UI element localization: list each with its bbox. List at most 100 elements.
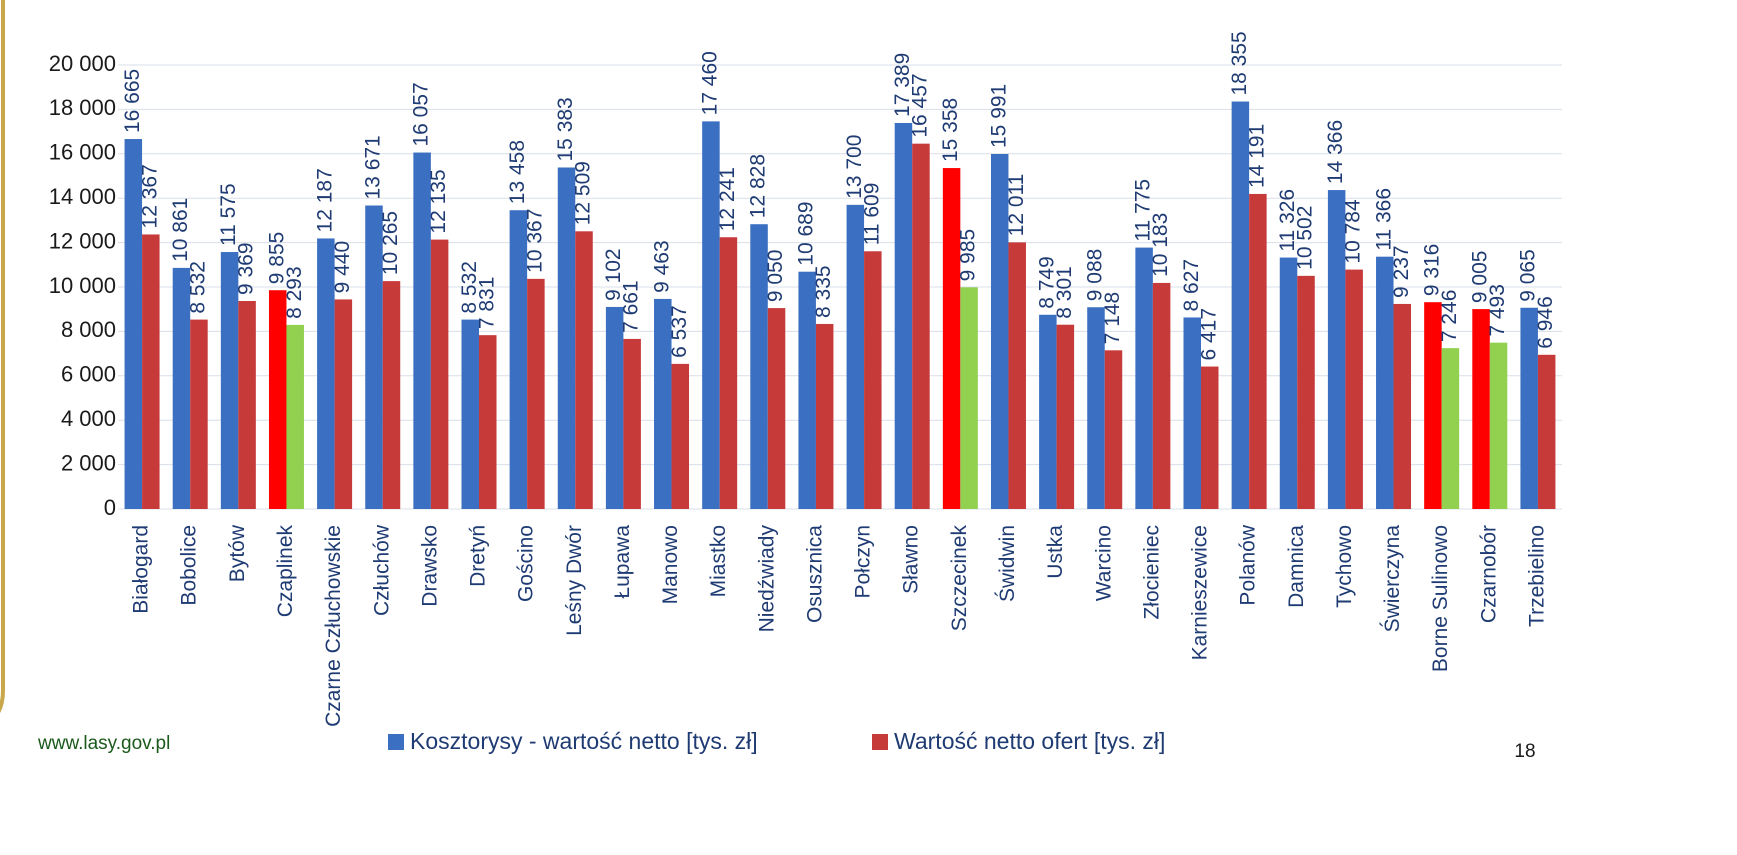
value-label: 7 831 (475, 277, 498, 330)
bar (365, 205, 383, 510)
bar (1327, 190, 1346, 509)
value-label: 18 355 (1228, 31, 1251, 95)
value-label: 12 367 (138, 164, 161, 228)
bar (1087, 307, 1105, 509)
value-label: 9 463 (650, 240, 673, 293)
value-label: 9 316 (1420, 244, 1443, 297)
bar (894, 122, 913, 509)
value-label: 7 246 (1438, 290, 1461, 343)
value-label: 8 627 (1180, 259, 1203, 312)
bar (334, 299, 353, 509)
value-label: 8 749 (1035, 256, 1058, 309)
bar (557, 167, 576, 509)
value-label: 9 005 (1469, 251, 1492, 304)
x-tick-label: Karnieszewice (1189, 525, 1212, 660)
x-tick-label: Drawsko (418, 525, 441, 607)
bar (124, 139, 143, 510)
value-label: 9 369 (235, 242, 258, 295)
bar (1039, 314, 1057, 509)
value-label: 12 241 (716, 167, 739, 231)
bar (430, 239, 449, 509)
value-label: 17 460 (698, 51, 721, 115)
value-label: 11 575 (217, 183, 240, 246)
bar (798, 271, 816, 509)
value-label: 7 661 (620, 280, 643, 333)
value-label: 16 457 (908, 73, 931, 137)
x-tick-label: Miastko (707, 525, 730, 597)
y-tick-label: 2 000 (61, 450, 116, 475)
value-label: 6 417 (1197, 308, 1220, 361)
value-label: 8 301 (1053, 266, 1076, 319)
y-tick-label: 18 000 (49, 95, 116, 120)
value-label: 9 088 (1084, 249, 1107, 302)
value-label: 15 383 (554, 97, 577, 161)
bar (1376, 256, 1394, 509)
value-label: 12 187 (313, 168, 336, 232)
bar (1135, 247, 1153, 509)
x-tick-label: Polanów (1237, 524, 1260, 605)
bar (654, 298, 672, 509)
x-tick-label: Czarnobór (1477, 525, 1500, 623)
x-tick-label: Ustka (1044, 525, 1067, 579)
bar (623, 338, 641, 509)
bar (750, 224, 768, 510)
legend-label: Wartość netto ofert [tys. zł] (894, 728, 1165, 754)
value-label: 10 502 (1294, 206, 1317, 270)
y-tick-label: 6 000 (61, 362, 116, 387)
bar (190, 319, 208, 509)
value-label: 10 265 (379, 211, 402, 275)
bar (382, 281, 401, 509)
bar (1279, 257, 1298, 509)
value-label: 12 509 (572, 161, 595, 225)
y-tick-label: 16 000 (49, 140, 116, 165)
x-tick-label: Osusznica (803, 525, 826, 623)
value-label: 12 011 (1005, 174, 1028, 237)
value-label: 11 326 (1276, 189, 1299, 252)
x-tick-label: Niedźwiady (755, 525, 778, 633)
x-tick-label: Tychowo (1333, 525, 1356, 608)
bar (1152, 282, 1171, 509)
value-label: 9 102 (602, 248, 625, 301)
x-tick-label: Świdwin (995, 525, 1019, 602)
bar (1183, 317, 1201, 509)
bar (142, 234, 160, 509)
y-tick-label: 10 000 (49, 273, 116, 298)
bar (719, 237, 738, 509)
y-tick-label: 4 000 (61, 406, 116, 431)
slide-frame (0, 0, 5, 713)
x-tick-label: Białogard (130, 525, 153, 614)
x-tick-label: Trzebielino (1525, 525, 1548, 627)
bar (1104, 350, 1123, 509)
bar (605, 306, 624, 509)
bar (1231, 101, 1250, 510)
bar (912, 143, 930, 509)
value-label: 15 991 (987, 84, 1010, 148)
value-label: 13 458 (506, 140, 529, 204)
x-tick-label: Połczyn (852, 525, 875, 599)
bar (461, 319, 479, 509)
legend-swatch (872, 734, 888, 750)
value-label: 16 665 (121, 69, 144, 133)
bar (527, 278, 545, 509)
y-tick-label: 0 (104, 495, 116, 520)
bar (1249, 193, 1267, 510)
value-label: 11 775 (1132, 179, 1155, 242)
x-tick-label: Człuchów (370, 524, 393, 616)
x-tick-label: Bytów (226, 524, 249, 582)
x-tick-label: Manowo (659, 525, 682, 604)
bar (317, 238, 335, 509)
bar (1201, 366, 1219, 509)
bar (268, 290, 287, 509)
legend-swatch (388, 734, 404, 750)
bar (413, 152, 431, 509)
bar (1393, 303, 1412, 509)
bar (1489, 342, 1508, 509)
value-label: 12 828 (747, 154, 770, 218)
value-label: 13 700 (843, 135, 866, 199)
y-tick-label: 14 000 (49, 184, 116, 209)
value-label: 8 293 (283, 266, 306, 319)
value-label: 16 057 (410, 82, 433, 146)
value-label: 7 493 (1486, 284, 1509, 337)
value-label: 10 689 (795, 201, 818, 265)
